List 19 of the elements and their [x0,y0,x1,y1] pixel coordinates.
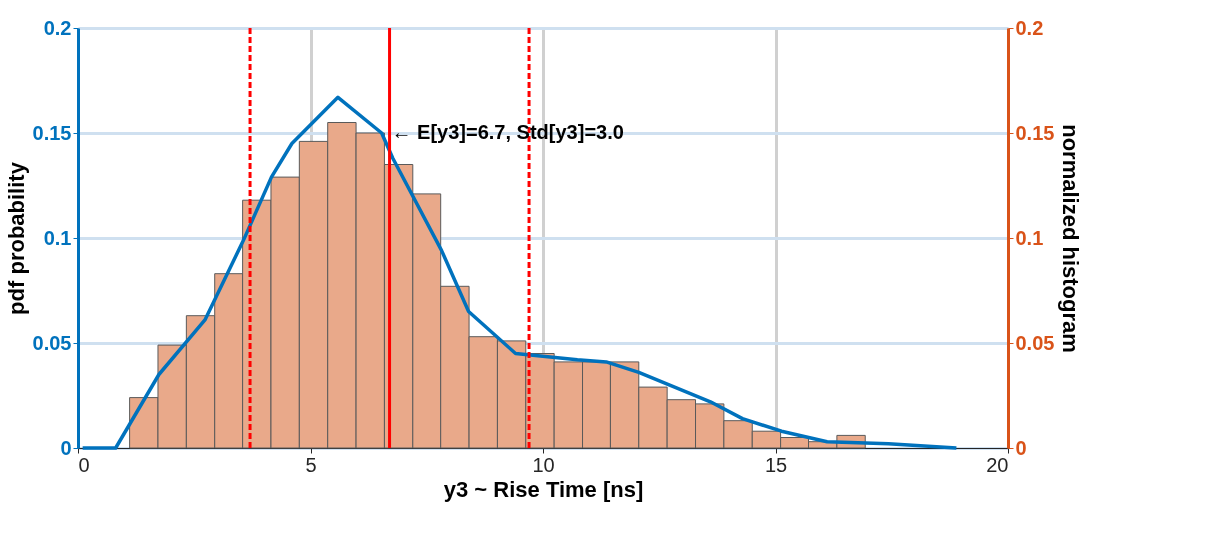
x-axis-title: y3 ~ Rise Time [ns] [443,476,644,502]
y2-tick-label: 0 [1015,436,1027,459]
y2-tick-label: 0.2 [1015,16,1044,39]
y-tick-label: 0 [60,436,72,459]
y2-tick-label: 0.1 [1015,226,1044,249]
x-tick-label: 10 [532,453,555,476]
y2-tick-label: 0.15 [1015,121,1055,144]
x-tick-label: 0 [78,453,90,476]
x-tick-label: 15 [764,453,788,476]
y-tick-label: 0.1 [43,226,72,249]
y-tick-label: 0.2 [43,16,72,39]
annotation: ← E[y3]=6.7, Std[y3]=3.0 [391,121,624,143]
y-tick-label: 0.15 [32,121,72,144]
y-axis-title: pdf probability [3,161,29,315]
y2-tick-label: 0.05 [1015,331,1055,354]
y2-axis-title: normalized histogram [1058,124,1084,353]
x-tick-label: 5 [305,453,317,476]
x-tick-label: 20 [986,453,1009,476]
y-tick-label: 0.05 [32,331,72,354]
